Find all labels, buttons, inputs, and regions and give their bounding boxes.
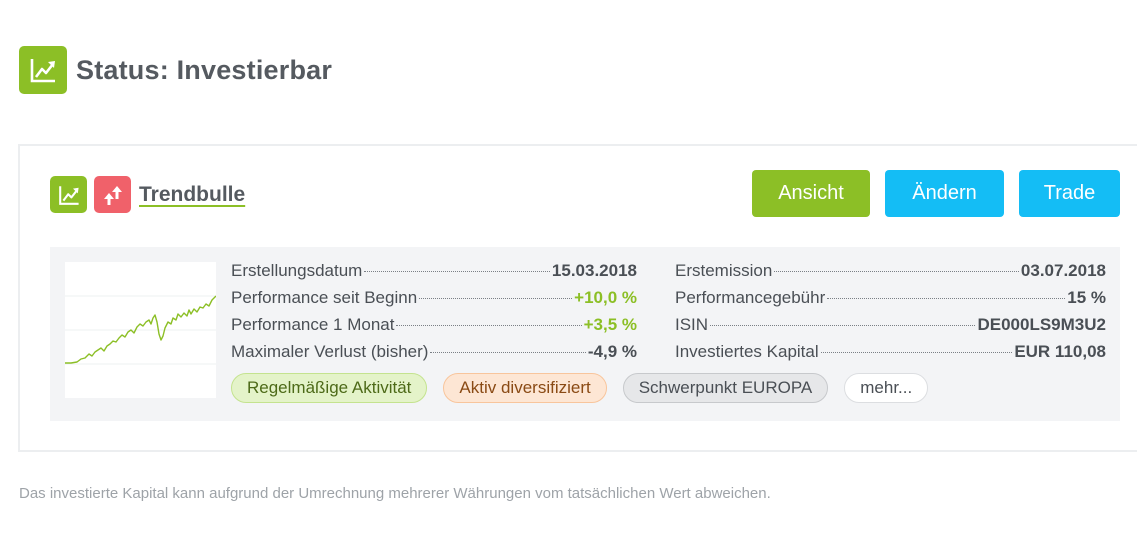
dotted-leader <box>396 325 582 326</box>
detail-label: Erstemission <box>675 261 773 280</box>
dotted-leader <box>430 352 586 353</box>
detail-value: EUR 110,08 <box>1014 342 1106 361</box>
dotted-leader <box>820 352 1013 353</box>
dotted-leader <box>419 298 573 299</box>
details-left-column: Erstellungsdatum 15.03.2018 Performance … <box>231 261 637 369</box>
detail-row-performance-1-month: Performance 1 Monat +3,5 % <box>231 315 637 342</box>
details-right-column: Erstemission 03.07.2018 Performancegebüh… <box>675 261 1106 369</box>
dotted-leader <box>364 271 550 272</box>
detail-label: Maximaler Verlust (bisher) <box>231 342 429 361</box>
detail-row-max-drawdown: Maximaler Verlust (bisher) -4,9 % <box>231 342 637 369</box>
edit-button[interactable]: Ändern <box>885 170 1004 217</box>
tag-focus-europe[interactable]: Schwerpunkt EUROPA <box>622 373 829 403</box>
page-title: Status: Investierbar <box>76 54 333 85</box>
wikifolio-card: Trendbulle Ansicht Ändern Trade Erstellu… <box>18 144 1137 452</box>
detail-value: 15.03.2018 <box>551 261 637 280</box>
detail-label: Performancegebühr <box>675 288 826 307</box>
tag-list: Regelmäßige Aktivität Aktiv diversifizie… <box>231 373 944 403</box>
detail-label: Investiertes Kapital <box>675 342 819 361</box>
tag-regular-activity[interactable]: Regelmäßige Aktivität <box>231 373 428 403</box>
detail-label: Performance seit Beginn <box>231 288 418 307</box>
trending-up-icon <box>19 46 67 94</box>
more-tags-button[interactable]: mehr... <box>844 373 929 403</box>
tag-active-diversified[interactable]: Aktiv diversifiziert <box>443 373 607 403</box>
trade-button[interactable]: Trade <box>1019 170 1120 217</box>
detail-value: +10,0 % <box>574 288 637 307</box>
detail-row-isin: ISIN DE000LS9M3U2 <box>675 315 1106 342</box>
dotted-leader <box>827 298 1066 299</box>
detail-label: Erstellungsdatum <box>231 261 363 280</box>
status-header: Status: Investierbar <box>19 46 332 94</box>
dotted-leader <box>774 271 1019 272</box>
detail-label: Performance 1 Monat <box>231 315 395 334</box>
detail-value: 03.07.2018 <box>1020 261 1106 280</box>
detail-value: -4,9 % <box>587 342 637 361</box>
performance-sparkline[interactable] <box>65 262 217 398</box>
wikifolio-title-row: Trendbulle <box>50 176 245 213</box>
details-panel: Erstellungsdatum 15.03.2018 Performance … <box>50 247 1120 421</box>
detail-row-invested-capital: Investiertes Kapital EUR 110,08 <box>675 342 1106 369</box>
detail-row-creation-date: Erstellungsdatum 15.03.2018 <box>231 261 637 288</box>
double-arrow-up-icon <box>94 176 131 213</box>
footnote: Das investierte Kapital kann aufgrund de… <box>19 485 771 502</box>
detail-value: +3,5 % <box>583 315 637 334</box>
detail-row-performance-since-start: Performance seit Beginn +10,0 % <box>231 288 637 315</box>
detail-row-first-issue: Erstemission 03.07.2018 <box>675 261 1106 288</box>
view-button[interactable]: Ansicht <box>752 170 870 217</box>
detail-value: 15 % <box>1067 288 1106 307</box>
detail-label: ISIN <box>675 315 709 334</box>
detail-value: DE000LS9M3U2 <box>977 315 1106 334</box>
dotted-leader <box>710 325 976 326</box>
trending-up-icon <box>50 176 87 213</box>
detail-row-performance-fee: Performancegebühr 15 % <box>675 288 1106 315</box>
wikifolio-name-link[interactable]: Trendbulle <box>139 182 246 206</box>
